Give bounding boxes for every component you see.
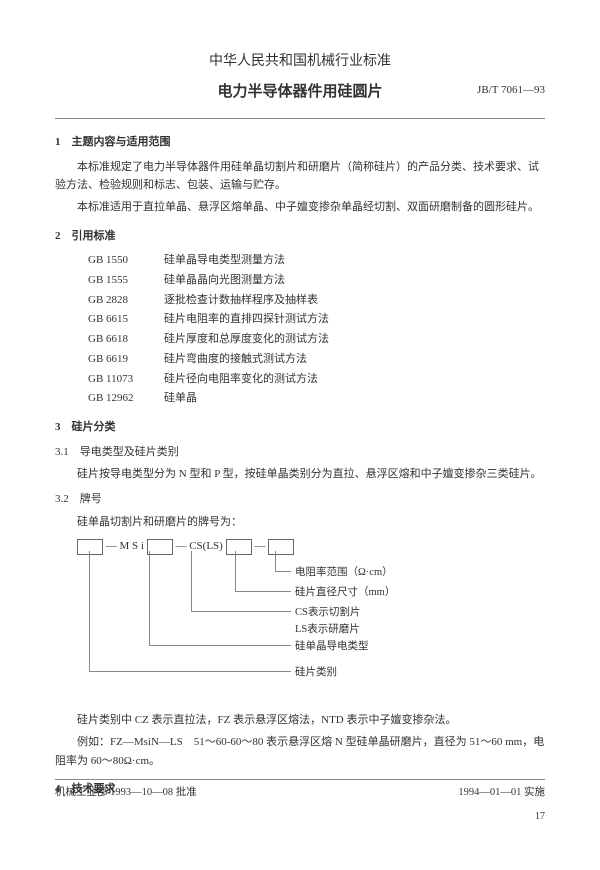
box-icon xyxy=(77,539,103,555)
ref-code: GB 11073 xyxy=(88,370,146,389)
subsection-heading: 3.2 牌号 xyxy=(55,490,545,509)
ref-title: 硅单晶 xyxy=(164,389,197,408)
body-text: 例如：FZ—MsiN—LS 51～60-60～80 表示悬浮区熔 N 型硅单晶研… xyxy=(55,733,545,770)
reference-item: GB 11073 硅片径向电阻率变化的测试方法 xyxy=(88,370,545,389)
diagram-note: LS表示研磨片 xyxy=(295,621,360,639)
reference-item: GB 6619 硅片弯曲度的接触式测试方法 xyxy=(88,350,545,369)
ref-title: 硅片弯曲度的接触式测试方法 xyxy=(164,350,307,369)
diagram-note: 硅单晶导电类型 xyxy=(295,638,369,656)
body-text: 硅片类别中 CZ 表示直拉法，FZ 表示悬浮区熔法，NTD 表示中子嬗变掺杂法。 xyxy=(55,711,545,730)
ref-title: 硅单晶晶向光图测量方法 xyxy=(164,271,285,290)
diagram-note: 电阻率范围（Ω·cm） xyxy=(295,564,393,582)
effective-text: 1994—01—01 实施 xyxy=(458,784,545,802)
ref-code: GB 6615 xyxy=(88,310,146,329)
subsection-heading: 3.1 导电类型及硅片类别 xyxy=(55,443,545,462)
body-text: 本标准规定了电力半导体器件用硅单晶切割片和研磨片（简称硅片）的产品分类、技术要求… xyxy=(55,158,545,195)
diagram-note: 硅片类别 xyxy=(295,664,337,682)
ref-title: 逐批检查计数抽样程序及抽样表 xyxy=(164,291,318,310)
reference-item: GB 6618 硅片厚度和总厚度变化的测试方法 xyxy=(88,330,545,349)
ref-code: GB 2828 xyxy=(88,291,146,310)
ref-code: GB 1550 xyxy=(88,251,146,270)
diagram-label: — M S i xyxy=(106,540,144,552)
reference-item: GB 1555 硅单晶晶向光图测量方法 xyxy=(88,271,545,290)
reference-item: GB 12962 硅单晶 xyxy=(88,389,545,408)
ref-code: GB 6618 xyxy=(88,330,146,349)
diagram-label: — CS(LS) xyxy=(175,540,222,552)
reference-item: GB 1550 硅单晶导电类型测量方法 xyxy=(88,251,545,270)
org-title: 中华人民共和国机械行业标准 xyxy=(55,50,545,74)
section-1-heading: 1 主题内容与适用范围 xyxy=(55,133,545,152)
page-number: 17 xyxy=(55,808,545,825)
ref-title: 硅片厚度和总厚度变化的测试方法 xyxy=(164,330,329,349)
ref-code: GB 1555 xyxy=(88,271,146,290)
diagram-label: — xyxy=(254,540,265,552)
section-2-heading: 2 引用标准 xyxy=(55,227,545,246)
body-text: 硅片按导电类型分为 N 型和 P 型，按硅单晶类别分为直拉、悬浮区熔和中子嬗变掺… xyxy=(55,465,545,484)
box-icon xyxy=(268,539,294,555)
ref-code: GB 12962 xyxy=(88,389,146,408)
reference-item: GB 6615 硅片电阻率的直排四探针测试方法 xyxy=(88,310,545,329)
body-text: 硅单晶切割片和研磨片的牌号为： xyxy=(55,513,545,532)
diagram-note: 硅片直径尺寸（mm） xyxy=(295,584,395,602)
reference-list: GB 1550硅单晶导电类型测量方法GB 1555硅单晶晶向光图测量方法GB 2… xyxy=(88,251,545,408)
diagram-note: CS表示切割片 xyxy=(295,604,360,622)
divider xyxy=(55,779,545,780)
ref-code: GB 6619 xyxy=(88,350,146,369)
designation-diagram: — M S i — CS(LS) — 电阻率范围（Ω·cm） 硅片直径尺寸（mm… xyxy=(77,537,545,705)
divider xyxy=(55,118,545,119)
page-footer: 机械工业部 1993—10—08 批准 1994—01—01 实施 17 xyxy=(55,779,545,825)
reference-item: GB 2828 逐批检查计数抽样程序及抽样表 xyxy=(88,291,545,310)
body-text: 本标准适用于直拉单晶、悬浮区熔单晶、中子嬗变掺杂单晶经切割、双面研磨制备的圆形硅… xyxy=(55,198,545,217)
ref-title: 硅片电阻率的直排四探针测试方法 xyxy=(164,310,329,329)
section-3-heading: 3 硅片分类 xyxy=(55,418,545,437)
approval-text: 机械工业部 1993—10—08 批准 xyxy=(55,784,197,802)
box-icon xyxy=(147,539,173,555)
ref-title: 硅单晶导电类型测量方法 xyxy=(164,251,285,270)
ref-title: 硅片径向电阻率变化的测试方法 xyxy=(164,370,318,389)
box-icon xyxy=(226,539,252,555)
